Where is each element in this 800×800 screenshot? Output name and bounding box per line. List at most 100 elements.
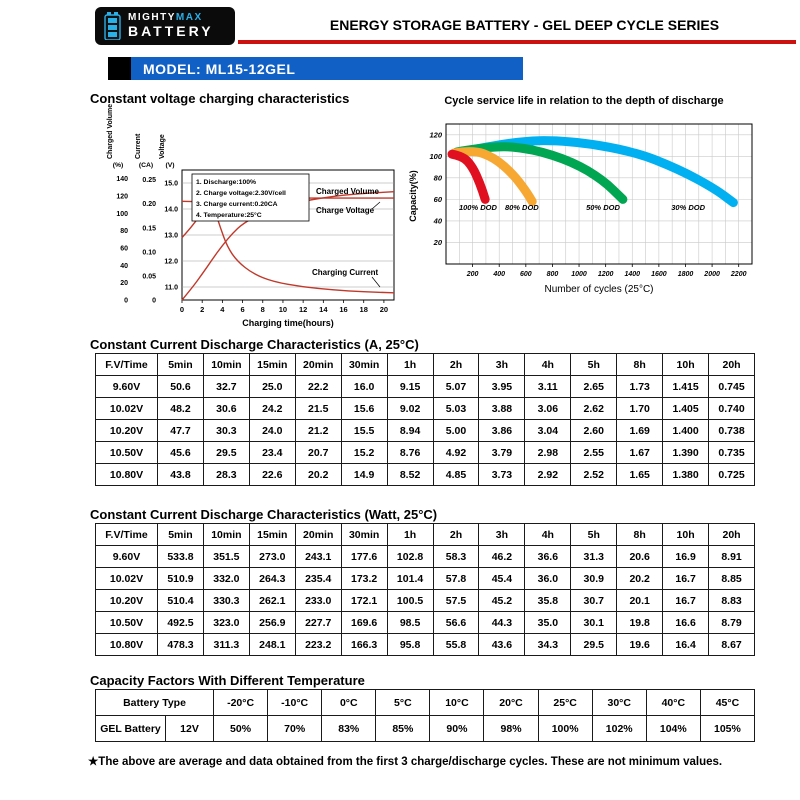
dod-curve — [452, 142, 628, 204]
column-header: 10°C — [429, 689, 485, 716]
tick-label: 14.0 — [164, 207, 178, 214]
column-header: 20min — [294, 523, 342, 546]
cell: 16.7 — [662, 589, 710, 612]
tick-label: 0.25 — [142, 177, 156, 184]
note-line: 2. Charge voltage:2.30V/cell — [196, 190, 286, 197]
cell: 100.5 — [386, 589, 434, 612]
charging-chart-title: Constant voltage charging characteristic… — [90, 91, 350, 106]
row-header: 10.20V — [95, 589, 158, 612]
cell: 45.2 — [478, 589, 526, 612]
tick-label: 1800 — [678, 271, 694, 278]
capacity-factors-table: Battery Type -20°C -10°C 0°C 5°C 10°C 20°C 25°C… — [94, 689, 756, 742]
leader-line — [371, 201, 381, 210]
cell: 104% — [645, 715, 701, 742]
cell: 169.6 — [340, 611, 388, 634]
column-header: 15min — [248, 523, 296, 546]
cell: 55.8 — [432, 633, 480, 656]
cell: 235.4 — [294, 567, 342, 590]
tick-label: 60 — [434, 195, 443, 204]
x-axis-label: Charging time(hours) — [242, 318, 334, 328]
dod-curve — [447, 149, 490, 204]
cell: 20.1 — [616, 589, 664, 612]
cell: 0.745 — [708, 375, 755, 398]
cell: 30.1 — [570, 611, 618, 634]
axis-title: Voltage — [159, 134, 166, 159]
column-header: 25°C — [537, 689, 593, 716]
tick-label: 0 — [124, 298, 128, 305]
cell: 15.5 — [340, 419, 388, 442]
tick-label: 0.05 — [142, 273, 156, 280]
cell: 20.7 — [294, 441, 342, 464]
title-underline — [238, 40, 796, 44]
cell: 2.92 — [524, 463, 572, 486]
column-header: F.V/Time — [95, 353, 158, 376]
cell: 4.85 — [432, 463, 480, 486]
axis-unit: (V) — [165, 162, 174, 169]
cell: 256.9 — [248, 611, 296, 634]
cell: 8.85 — [708, 567, 755, 590]
cell: 105% — [699, 715, 756, 742]
cell: 20.2 — [294, 463, 342, 486]
tick-label: 80 — [434, 173, 443, 182]
tick-label: 100 — [116, 211, 128, 218]
tick-label: 8 — [261, 305, 265, 314]
tick-label: 12 — [299, 305, 307, 314]
cell: 50.6 — [157, 375, 204, 398]
cell: 100% — [537, 715, 593, 742]
cell: 1.415 — [662, 375, 710, 398]
table-row: 10.02V 510.9 332.0 264.3 235.4 173.2 101.4 57.8… — [95, 567, 755, 590]
cell: 5.03 — [432, 397, 480, 420]
brand-line-1: MIGHTYMAX — [128, 13, 214, 24]
tick-label: 120 — [116, 194, 128, 201]
column-header: 10min — [202, 523, 250, 546]
cell: 2.62 — [570, 397, 618, 420]
dod-label: 100% DOD — [459, 203, 498, 212]
cell: 14.9 — [340, 463, 388, 486]
cell: 248.1 — [248, 633, 296, 656]
row-header: 10.50V — [95, 441, 158, 464]
cell: 90% — [429, 715, 485, 742]
tick-label: 40 — [120, 263, 128, 270]
table-row: 9.60V 533.8 351.5 273.0 243.1 177.6 102.8 58.3 4… — [95, 545, 755, 568]
cell: 16.6 — [662, 611, 710, 634]
column-header: 3h — [478, 523, 526, 546]
dod-label: 30% DOD — [671, 203, 705, 212]
cell: 166.3 — [340, 633, 388, 656]
tick-label: 14 — [319, 305, 328, 314]
cell: 2.98 — [524, 441, 572, 464]
cell: 21.5 — [294, 397, 342, 420]
tick-label: 120 — [429, 130, 442, 139]
column-header: 30min — [340, 523, 388, 546]
cell: 4.92 — [432, 441, 480, 464]
tick-label: 80 — [120, 228, 128, 235]
tick-label: 2000 — [703, 271, 720, 278]
cell: 3.79 — [478, 441, 526, 464]
tick-label: 10 — [279, 305, 287, 314]
capacity-factors-table-title: Capacity Factors With Different Temperat… — [90, 673, 365, 688]
cell: 31.3 — [570, 545, 618, 568]
cell: 19.6 — [616, 633, 664, 656]
cell: 58.3 — [432, 545, 480, 568]
column-header: 5h — [570, 523, 618, 546]
model-bar-chip — [108, 57, 131, 80]
cell: 262.1 — [248, 589, 296, 612]
cell: 1.405 — [662, 397, 710, 420]
cell: 83% — [321, 715, 377, 742]
cell: 36.0 — [524, 567, 572, 590]
column-header: 45°C — [699, 689, 756, 716]
column-header: 8h — [616, 353, 664, 376]
cell: 0.725 — [708, 463, 755, 486]
column-header: 2h — [432, 523, 480, 546]
cell: 102% — [591, 715, 647, 742]
column-header: 10min — [202, 353, 250, 376]
cell: 98% — [483, 715, 539, 742]
column-header: 5°C — [375, 689, 431, 716]
cell: 173.2 — [340, 567, 388, 590]
tick-label: 60 — [120, 246, 128, 253]
column-header: 4h — [524, 523, 572, 546]
note-line: 1. Discharge:100% — [196, 179, 256, 186]
column-header: 2h — [432, 353, 480, 376]
cycle-life-chart-title: Cycle service life in relation to the de… — [444, 95, 724, 107]
cell: 311.3 — [202, 633, 250, 656]
cell: 8.67 — [708, 633, 755, 656]
